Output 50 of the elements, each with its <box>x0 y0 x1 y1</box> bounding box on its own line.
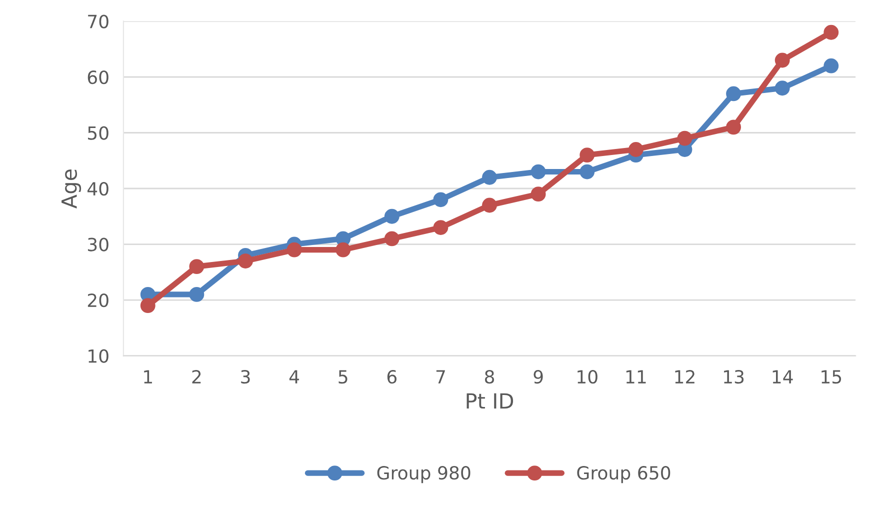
point <box>482 198 497 213</box>
point <box>628 142 644 157</box>
point <box>530 164 546 180</box>
x-tick-label: 4 <box>289 370 300 384</box>
x-tick-label: 13 <box>724 370 744 384</box>
legend-label: Group 980 <box>377 466 470 484</box>
point <box>726 120 741 135</box>
point <box>384 208 400 224</box>
point <box>824 24 839 40</box>
point <box>482 170 497 185</box>
x-tick-label: 11 <box>626 370 646 384</box>
point <box>189 286 204 302</box>
y-axis-title: Age <box>62 169 82 208</box>
y-tick-label: 30 <box>88 238 108 252</box>
x-tick-label: 9 <box>534 370 543 384</box>
point <box>580 164 595 180</box>
y-tick-label: 40 <box>88 182 108 196</box>
y-tick-label: 20 <box>88 293 108 308</box>
point <box>774 80 790 96</box>
x-tick-label: 10 <box>578 370 598 384</box>
x-tick-label: 6 <box>387 370 397 384</box>
point <box>677 130 692 146</box>
x-tick-label: 12 <box>675 370 694 384</box>
point <box>336 242 351 258</box>
x-tick-label: 5 <box>338 370 348 384</box>
y-tick-label: 10 <box>88 349 108 363</box>
point <box>286 242 302 258</box>
x-tick-label: 15 <box>822 370 842 384</box>
point <box>238 254 253 268</box>
point <box>384 231 400 246</box>
x-tick-label: 1 <box>144 370 152 384</box>
x-tick-label: 2 <box>192 370 201 384</box>
point <box>726 86 741 102</box>
y-tick-label: 60 <box>88 70 108 84</box>
point <box>433 220 448 235</box>
y-tick-label: 50 <box>88 126 108 140</box>
legend-label: Group 650 <box>577 466 670 484</box>
x-tick-label: 14 <box>772 370 793 384</box>
y-tick-label: 70 <box>88 14 108 28</box>
point <box>824 58 839 74</box>
x-tick-label: 7 <box>436 370 445 384</box>
point <box>530 186 546 202</box>
point <box>189 259 204 274</box>
x-tick-label: 8 <box>484 370 494 384</box>
x-axis-title: Pt ID <box>466 393 514 409</box>
x-tick-label: 3 <box>241 370 250 384</box>
point <box>580 148 595 163</box>
point <box>140 298 156 314</box>
point <box>433 192 448 208</box>
point <box>774 52 790 68</box>
